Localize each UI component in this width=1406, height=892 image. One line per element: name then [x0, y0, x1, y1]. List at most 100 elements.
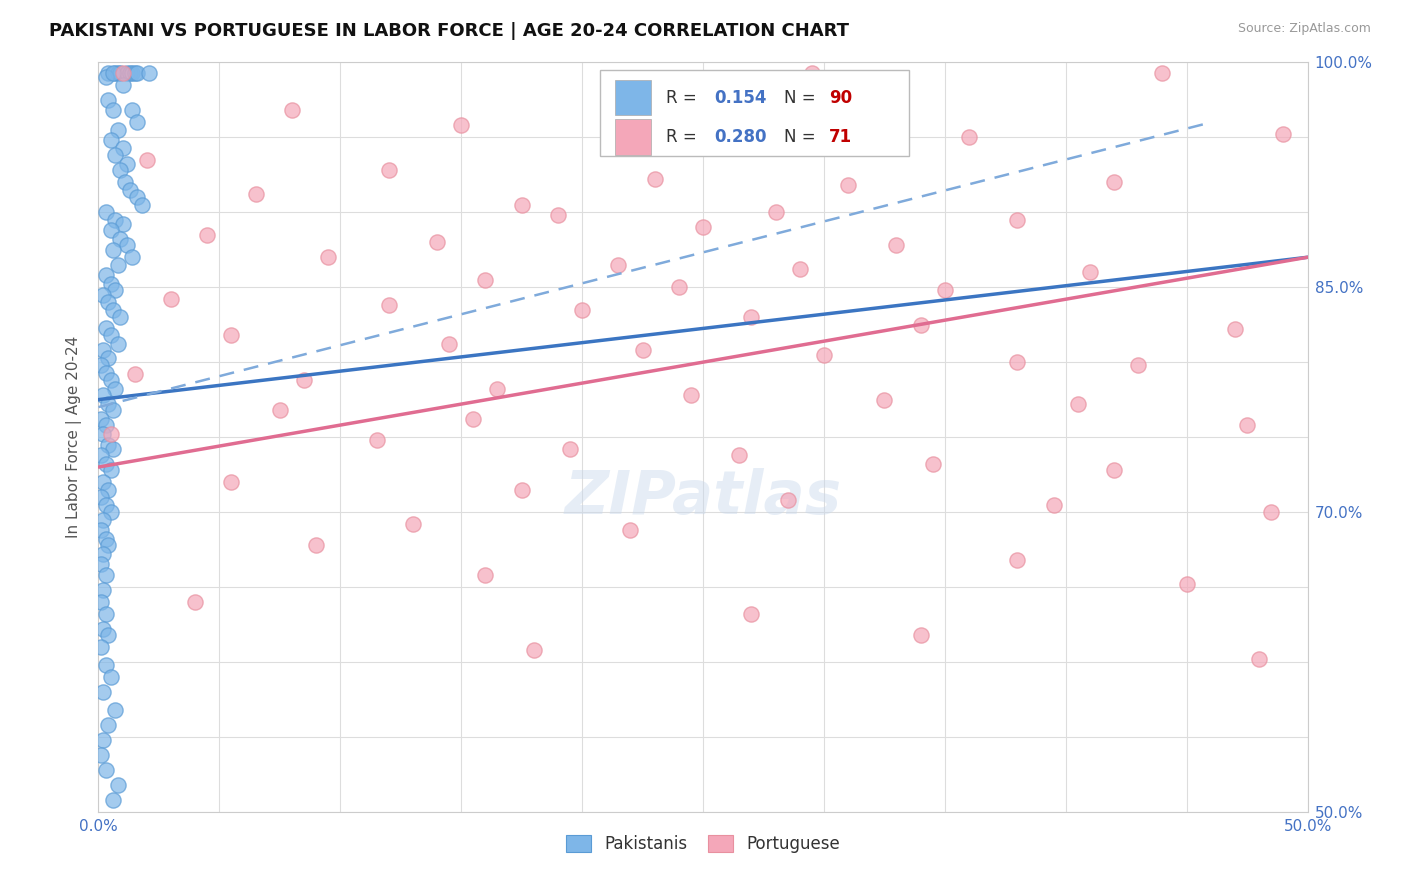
Point — [104, 212, 127, 227]
Point — [1067, 397, 1090, 411]
Y-axis label: In Labor Force | Age 20-24: In Labor Force | Age 20-24 — [66, 336, 83, 538]
Point — [97, 628, 120, 642]
Text: ZIPatlas: ZIPatlas — [564, 467, 842, 526]
Point — [91, 343, 114, 358]
Point — [100, 427, 122, 442]
Point — [97, 351, 120, 365]
Text: R =: R = — [665, 88, 696, 106]
Point — [1223, 322, 1246, 336]
Point — [91, 512, 114, 526]
Point — [523, 643, 546, 657]
Point — [426, 235, 449, 250]
Point — [740, 310, 762, 325]
Point — [510, 198, 533, 212]
Text: PAKISTANI VS PORTUGUESE IN LABOR FORCE | AGE 20-24 CORRELATION CHART: PAKISTANI VS PORTUGUESE IN LABOR FORCE |… — [49, 22, 849, 40]
Point — [1175, 577, 1198, 591]
Point — [97, 295, 120, 310]
Point — [94, 320, 117, 334]
Point — [104, 703, 127, 717]
Point — [281, 103, 304, 118]
Bar — [600, 70, 908, 156]
Point — [117, 157, 139, 171]
Point — [91, 287, 114, 301]
Point — [1007, 553, 1029, 567]
Point — [1128, 358, 1150, 372]
Point — [121, 250, 143, 264]
Point — [118, 183, 141, 197]
Text: N =: N = — [785, 128, 815, 146]
Point — [101, 403, 124, 417]
Point — [97, 437, 120, 451]
Point — [114, 175, 136, 189]
Point — [118, 66, 141, 80]
Point — [776, 493, 799, 508]
Legend: Pakistanis, Portuguese: Pakistanis, Portuguese — [560, 828, 846, 860]
Point — [800, 66, 823, 80]
Point — [631, 343, 654, 358]
Point — [644, 172, 666, 186]
Point — [107, 258, 129, 272]
Point — [221, 475, 243, 489]
Point — [377, 298, 399, 312]
Point — [486, 382, 509, 396]
Point — [101, 302, 124, 317]
Point — [837, 178, 859, 193]
Point — [124, 66, 146, 80]
Point — [910, 628, 932, 642]
Point — [104, 148, 127, 162]
Point — [571, 302, 593, 317]
Point — [957, 130, 980, 145]
Point — [547, 208, 569, 222]
Text: 0.280: 0.280 — [714, 128, 766, 146]
Point — [101, 103, 124, 118]
Point — [679, 388, 702, 402]
Point — [94, 457, 117, 471]
Point — [100, 277, 122, 292]
Point — [184, 595, 207, 609]
Point — [91, 685, 114, 699]
Point — [135, 153, 157, 167]
Point — [104, 382, 127, 396]
Point — [692, 220, 714, 235]
Bar — [614, 120, 651, 155]
Point — [94, 268, 117, 283]
Point — [377, 163, 399, 178]
Point — [94, 532, 117, 546]
Point — [269, 403, 291, 417]
Point — [160, 292, 183, 306]
Point — [127, 190, 149, 204]
Point — [111, 78, 134, 92]
Point — [813, 348, 835, 362]
Point — [921, 457, 943, 471]
Point — [221, 328, 243, 343]
Point — [1102, 175, 1125, 189]
Point — [934, 283, 956, 297]
Point — [111, 66, 134, 80]
Point — [789, 262, 811, 277]
Point — [668, 280, 690, 294]
Point — [90, 747, 112, 762]
Point — [474, 273, 496, 287]
Point — [90, 448, 112, 462]
Point — [104, 283, 127, 297]
Point — [100, 505, 122, 519]
Point — [107, 66, 129, 80]
Point — [100, 133, 122, 147]
Point — [97, 483, 120, 497]
Point — [366, 433, 388, 447]
Point — [1007, 355, 1029, 369]
Point — [121, 103, 143, 118]
Point — [91, 547, 114, 561]
Point — [90, 523, 112, 537]
Point — [91, 388, 114, 402]
Point — [1249, 652, 1271, 666]
Point — [111, 217, 134, 231]
Point — [127, 115, 149, 129]
Point — [90, 640, 112, 654]
Point — [510, 483, 533, 497]
Text: R =: R = — [665, 128, 696, 146]
Point — [245, 187, 267, 202]
Point — [292, 373, 315, 387]
Point — [94, 366, 117, 380]
Point — [100, 373, 122, 387]
